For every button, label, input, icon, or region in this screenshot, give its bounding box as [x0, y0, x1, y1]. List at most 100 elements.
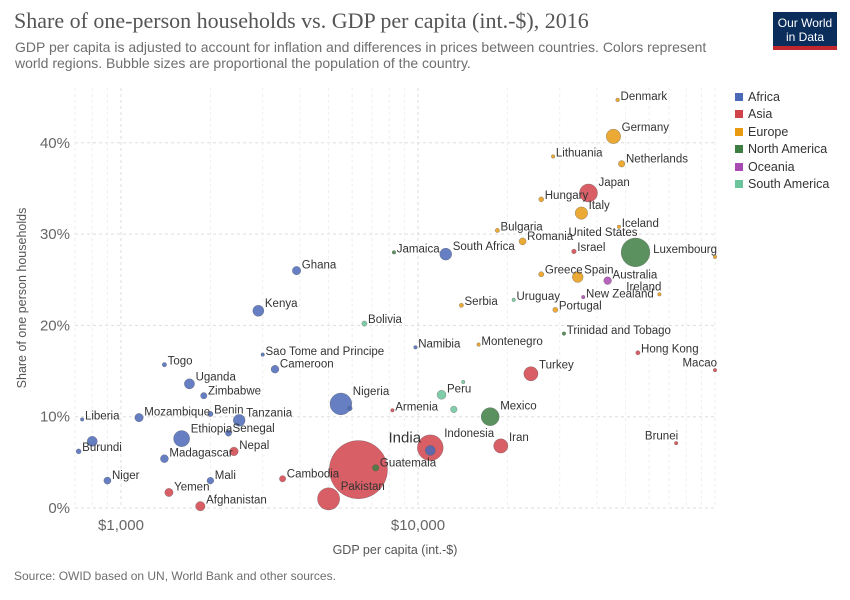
point-label: Hungary [545, 190, 589, 202]
data-point-ireland [657, 292, 662, 297]
y-axis-title: Share of one person households [15, 208, 29, 389]
legend-label: Asia [748, 107, 773, 122]
point-label: Hong Kong [641, 344, 699, 356]
data-point-mozambique [134, 413, 144, 423]
data-point-iceland [616, 224, 622, 229]
data-point-benin [207, 411, 214, 417]
legend-label: Oceania [748, 159, 795, 174]
point-label: Greece [545, 265, 583, 277]
point-label: United States [568, 227, 637, 239]
point-label: Guatemala [380, 458, 437, 470]
data-point-burundi [75, 448, 82, 455]
point-label: Lithuania [556, 148, 603, 160]
data-point-kenya [252, 304, 265, 317]
data-point-zimbabwe [200, 392, 208, 400]
legend-item-europe[interactable]: Europe [735, 123, 829, 141]
point-label: Yemen [174, 481, 209, 493]
data-point-germany [605, 128, 621, 144]
point-label: Mali [215, 470, 236, 482]
data-point-south-africa [439, 247, 452, 261]
data-point-ethiopia [173, 430, 190, 447]
point-label: Ethiopia [191, 424, 233, 436]
point-label: Sao Tome and Principe [266, 346, 385, 358]
x-tick-label: $10,000 [391, 517, 445, 534]
point-label: Japan [599, 177, 630, 189]
point-label: Israel [577, 242, 605, 254]
point-label: Serbia [465, 296, 499, 308]
data-point-united-states [620, 237, 651, 267]
data-point-senegal [225, 429, 232, 437]
point-label: South Africa [453, 241, 516, 253]
legend-swatch [735, 145, 743, 154]
data-point-nigeria [329, 392, 353, 416]
point-label: Afghanistan [206, 494, 267, 506]
data-point-liberia [80, 417, 85, 422]
data-point-spain [572, 271, 584, 283]
data-point-australia [603, 276, 612, 285]
data-point-lithuania [551, 154, 556, 159]
data-point-armenia [390, 408, 395, 413]
data-point-new-zealand [581, 295, 586, 300]
data-point-nepal [229, 446, 239, 456]
legend-swatch [735, 162, 743, 171]
legend-item-africa[interactable]: Africa [735, 88, 829, 106]
y-tick-label: 30% [40, 226, 70, 243]
point-label: Iran [509, 432, 529, 444]
source-note: Source: OWID based on UN, World Bank and… [14, 569, 336, 583]
point-label: Jamaica [397, 244, 440, 256]
data-point [347, 405, 353, 411]
data-point [450, 405, 458, 413]
legend-label: Europe [748, 124, 789, 139]
owid-logo[interactable]: Our World in Data [773, 12, 837, 50]
point-label: Cameroon [280, 358, 334, 370]
point-label: Netherlands [626, 153, 688, 165]
legend-label: North America [748, 142, 828, 157]
point-label: Madagascar [169, 448, 232, 460]
point-label: Italy [589, 200, 610, 212]
point-label: Namibia [418, 339, 461, 351]
data-point-montenegro [476, 342, 481, 347]
data-point-ghana [292, 266, 302, 276]
point-label: Nigeria [353, 386, 390, 398]
point-label: Germany [622, 122, 670, 134]
legend-item-asia[interactable]: Asia [735, 106, 829, 124]
data-point-hong-kong [635, 350, 641, 356]
point-label: Iceland [622, 218, 659, 230]
legend-item-north-america[interactable]: North America [735, 141, 829, 159]
legend-swatch [735, 92, 743, 101]
point-label: New Zealand [586, 288, 654, 300]
point-label: Liberia [85, 411, 120, 423]
logo-line-1: Our World [777, 16, 833, 30]
legend-item-oceania[interactable]: Oceania [735, 158, 829, 176]
point-label: Pakistan [341, 481, 385, 493]
legend-item-south-america[interactable]: South America [735, 176, 829, 194]
data-point [424, 445, 436, 456]
legend-swatch [735, 110, 743, 119]
data-point-turkey [523, 366, 539, 382]
data-point-netherlands [618, 160, 626, 168]
data-point-afghanistan [195, 501, 206, 512]
point-label: Luxembourg [653, 244, 717, 256]
y-tick-label: 40% [40, 135, 70, 152]
data-point-bolivia [361, 320, 368, 327]
data-point-italy [574, 206, 588, 220]
point-label: Montenegro [481, 336, 542, 348]
point-label: Peru [447, 383, 471, 395]
point-label: Togo [168, 355, 193, 367]
legend-swatch [735, 127, 743, 136]
point-label: Denmark [621, 91, 668, 103]
point-label: Mozambique [144, 406, 210, 418]
point-label: Macao [682, 357, 717, 369]
point-label: Australia [613, 270, 658, 282]
point-label: Indonesia [444, 428, 494, 440]
data-point-luxembourg [712, 254, 718, 259]
data-point-israel [571, 248, 577, 255]
point-label: Spain [584, 265, 613, 277]
point-label: Portugal [559, 300, 602, 312]
point-label: Romania [527, 231, 574, 243]
logo-line-2: in Data [785, 30, 825, 44]
point-label: Mexico [500, 401, 536, 413]
data-point-madagascar [160, 454, 169, 463]
point-label: Burundi [82, 442, 122, 454]
point-label: Benin [214, 404, 243, 416]
